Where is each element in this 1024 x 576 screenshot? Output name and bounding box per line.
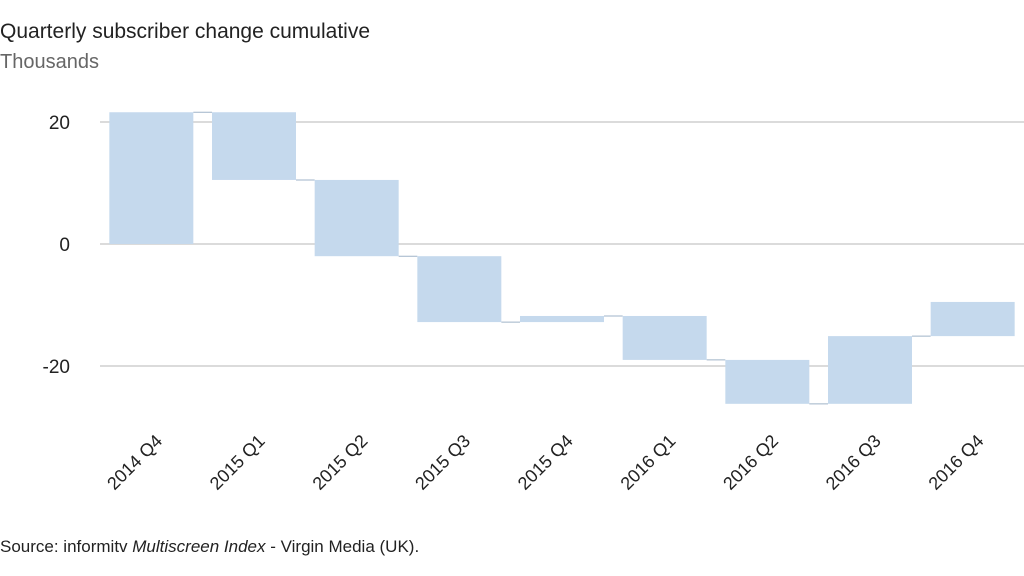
x-tick-label: 2016 Q4 [925, 431, 988, 494]
bar [314, 179, 399, 257]
x-tick-label: 2016 Q3 [822, 431, 885, 494]
bar [417, 256, 502, 323]
bar [109, 112, 194, 245]
source-text: - Virgin Media (UK). [266, 537, 420, 556]
x-tick-label: 2015 Q4 [514, 431, 577, 494]
bar [212, 112, 296, 180]
y-tick-label: 0 [59, 235, 70, 256]
y-tick-label: -20 [43, 357, 70, 378]
x-tick-label: 2016 Q2 [719, 431, 782, 494]
bar [725, 359, 810, 404]
source-note: Source: informitv Multiscreen Index - Vi… [0, 537, 419, 556]
x-tick-label: 2015 Q2 [309, 431, 372, 494]
chart-title: Quarterly subscriber change cumulative [0, 20, 370, 43]
x-tick-label: 2015 Q1 [206, 431, 269, 494]
bar [622, 315, 707, 360]
y-tick-label: 20 [49, 113, 70, 134]
x-tick-label: 2014 Q4 [103, 431, 166, 494]
x-tick-label: 2016 Q1 [617, 431, 680, 494]
x-tick-label: 2015 Q3 [411, 431, 474, 494]
source-text: Multiscreen Index [132, 537, 266, 556]
bar [930, 301, 1015, 337]
chart-subtitle: Thousands [0, 51, 99, 73]
bar [520, 315, 604, 323]
bar [828, 336, 912, 404]
source-text: Source: informitv [0, 537, 132, 556]
